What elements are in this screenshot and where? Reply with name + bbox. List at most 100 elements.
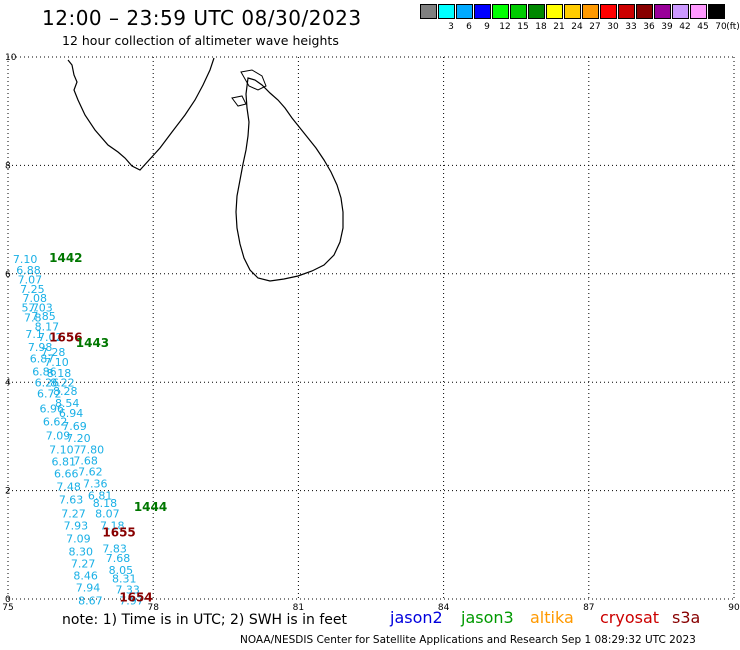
legend-label: 30 [607,22,619,32]
wave-height-label: 7.107 [49,444,81,457]
legend-swatch [510,4,527,19]
y-tick-label: 4 [5,378,11,388]
satellite-jason3: jason3 [461,608,514,627]
wave-height-values: 7.106.887.077.257.085.77.037.87.858.177.… [13,253,144,607]
wave-height-label: 7.68 [73,455,98,468]
wave-height-label: 7.27 [71,558,96,571]
wave-height-label: 7.09 [46,430,71,443]
wave-height-label: 7.8 [24,311,42,324]
legend-swatch [654,4,671,19]
satellite-cryosat: cryosat [600,608,660,627]
legend-label: 3 [448,22,454,32]
wave-height-label: 7.68 [106,552,131,565]
jaffna-peninsula [240,69,267,91]
wave-height-label: 7.07 [18,274,43,287]
india-coastline [67,57,215,171]
legend-swatch [690,4,707,19]
wave-height-label: 8.28 [53,385,78,398]
x-tick-label: 90 [728,603,740,613]
legend-swatch [420,4,437,19]
legend-swatch [708,4,725,19]
legend-label: 42 [679,22,691,32]
wave-height-label: 6.72 [37,387,62,400]
wave-height-label: 7.85 [31,310,56,323]
satellite-s3a: s3a [672,608,701,627]
legend-swatch [636,4,653,19]
wave-height-label: 8.17 [35,321,60,334]
wave-height-label: 6.94 [59,407,84,420]
wave-height-label: 8.30 [69,546,94,559]
wave-height-label: 7.20 [66,432,91,445]
legend-label: 9 [484,22,490,32]
legend-label: 36 [643,22,655,32]
x-tick-label: 84 [438,603,450,613]
track-time-label: 1442 [49,251,82,265]
legend-label: 6 [466,22,472,32]
wave-height-label: 7.97 [119,594,144,607]
wave-height-label: 6.96 [39,403,64,416]
wave-height-label: 7.25 [20,283,44,296]
wave-height-label: 7.10 [44,356,69,369]
y-tick-label: 10 [5,53,17,63]
legend-swatch [456,4,473,19]
coastline [67,57,344,282]
wave-height-label: 8.05 [109,564,134,577]
wave-height-label: 6.88 [16,264,41,277]
track-time-label: 1654 [119,591,152,605]
wave-height-label: 7.69 [62,420,87,433]
mannar-island [231,95,247,107]
axis-labels: 75 78 81 84 87 90 0 2 4 6 8 10 [2,53,740,613]
wave-height-label: 6.62 [43,416,68,429]
wave-height-label: 7.1 [25,328,43,341]
satellite-altika: altika [530,608,574,627]
wave-height-label: 7.98 [28,341,53,354]
wave-height-label: 7.10 [13,253,38,266]
wave-height-label: 6.81 [52,456,76,469]
wave-height-label: 7.28 [41,346,66,359]
legend-label: 15 [517,22,529,32]
wave-height-label: 8.31 [112,573,137,586]
wave-height-label: 7.63 [59,494,84,507]
wave-height-label: 7.02 [38,331,63,344]
legend-swatch [564,4,581,19]
legend-swatch [474,4,491,19]
credit-line: NOAA/NESDIS Center for Satellite Applica… [240,634,696,646]
track-time-label: 1443 [76,336,109,350]
wave-height-label: 7.09 [66,533,91,546]
legend-swatch [600,4,617,19]
wave-height-label: 7.03 [28,302,53,315]
x-tick-label: 78 [147,603,159,613]
wave-height-label: 6.87 [30,353,54,366]
x-tick-label: 87 [583,603,594,613]
track-time-label: 1655 [102,526,135,540]
y-tick-label: 8 [5,161,11,171]
legend-swatch [672,4,689,19]
wave-height-label: 7.08 [23,292,48,305]
legend-swatch [438,4,455,19]
wave-height-label: 8.54 [55,397,80,410]
y-tick-label: 6 [5,270,11,280]
y-tick-label: 0 [5,595,11,605]
wave-height-label: 8.22 [50,377,75,390]
map-grid [7,56,735,600]
wave-height-label: 7.18 [100,520,125,533]
wave-height-label: 8.18 [93,497,118,510]
legend-label: 12 [499,22,511,32]
wave-height-label: 7.93 [64,520,89,533]
satellite-jason2: jason2 [390,608,443,627]
wave-height-label: 7.94 [76,581,101,594]
wave-height-label: 7.36 [83,477,108,490]
legend-label: 24 [571,22,583,32]
x-tick-label: 81 [293,603,304,613]
wave-height-label: 8.07 [95,508,120,521]
legend-label: 45 [697,22,709,32]
wave-height-label: 7.33 [115,584,140,597]
wave-height-label: 8.18 [47,367,72,380]
legend-swatch [546,4,563,19]
legend-swatch [528,4,545,19]
legend-swatch [492,4,509,19]
wave-height-label: 7.83 [102,542,127,555]
page-title: 12:00 – 23:59 UTC 08/30/2023 [42,6,362,30]
legend-label: 27 [589,22,601,32]
